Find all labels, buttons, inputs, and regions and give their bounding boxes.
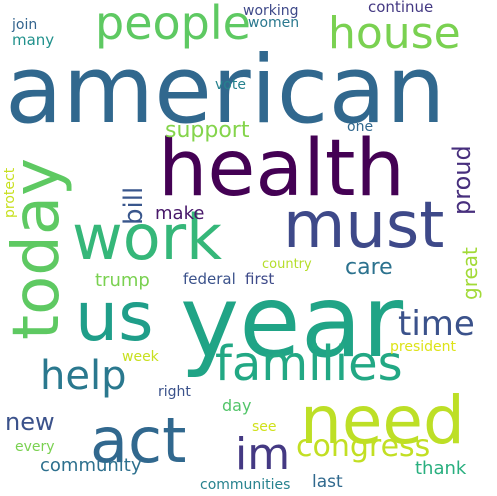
word-bill: bill: [119, 186, 149, 225]
word-one: one: [347, 119, 374, 135]
word-last: last: [312, 472, 343, 492]
word-time: time: [398, 304, 475, 344]
word-trump: trump: [95, 270, 150, 291]
word-protect: protect: [2, 167, 18, 218]
word-help: help: [40, 353, 127, 399]
word-work: work: [72, 201, 223, 274]
word-support: support: [165, 118, 250, 143]
word-women: women: [248, 15, 300, 31]
word-right: right: [158, 384, 191, 400]
word-care: care: [345, 255, 393, 280]
word-communities: communities: [200, 477, 291, 493]
word-health: health: [158, 124, 405, 214]
word-see: see: [252, 419, 277, 435]
word-first: first: [245, 270, 275, 288]
word-great: great: [458, 247, 482, 300]
word-new: new: [5, 408, 55, 436]
word-join: join: [12, 17, 38, 33]
word-us: us: [75, 278, 154, 357]
word-year: year: [180, 263, 404, 380]
word-working: working: [243, 3, 299, 19]
word-country: country: [262, 257, 312, 272]
word-many: many: [12, 31, 55, 49]
word-house: house: [328, 8, 461, 59]
word-proud: proud: [448, 145, 476, 215]
word-families: families: [215, 336, 403, 392]
word-federal: federal: [183, 270, 236, 288]
word-continue: continue: [368, 0, 434, 16]
word-week: week: [122, 349, 159, 365]
word-must: must: [283, 189, 445, 263]
word-need: need: [300, 382, 465, 459]
word-every: every: [15, 439, 55, 455]
word-people: people: [95, 0, 251, 50]
word-vote: vote: [215, 77, 246, 93]
word-day: day: [222, 396, 252, 415]
word-president: president: [390, 339, 456, 355]
word-thank: thank: [415, 458, 467, 479]
word-american: american: [5, 36, 446, 145]
word-act: act: [90, 404, 187, 477]
word-make: make: [155, 203, 205, 224]
word-im: im: [235, 429, 291, 480]
word-community: community: [40, 455, 142, 476]
word-congress: congress: [296, 429, 431, 464]
